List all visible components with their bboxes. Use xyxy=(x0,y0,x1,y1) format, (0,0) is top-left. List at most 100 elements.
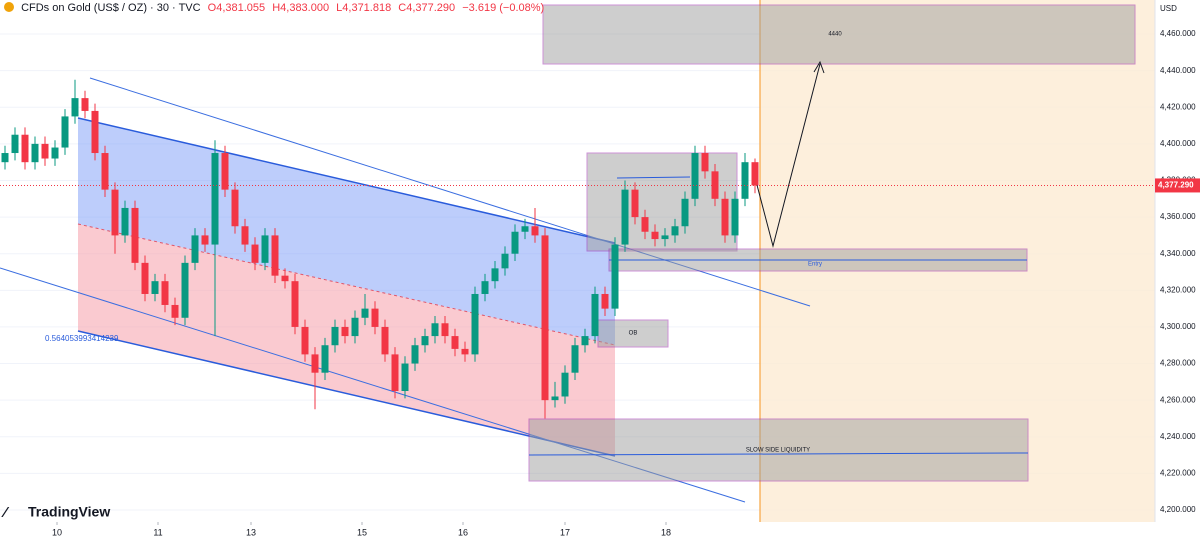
candle-body xyxy=(581,336,589,346)
candle-body xyxy=(641,217,649,232)
close-label: C4,377.290 xyxy=(398,2,456,14)
candle-body xyxy=(681,198,689,227)
y-tick-label: 4,400.000 xyxy=(1160,139,1196,148)
candle-body xyxy=(561,372,569,397)
candle-body xyxy=(571,345,579,373)
candle-body xyxy=(551,396,559,401)
candle-body xyxy=(311,354,319,373)
x-tick-label: 10 xyxy=(52,527,62,537)
candle-body xyxy=(381,326,389,355)
candle-body xyxy=(461,348,469,355)
candle-body xyxy=(61,116,69,148)
candle-body xyxy=(411,345,419,364)
candle-body xyxy=(91,110,99,154)
channel-bottom xyxy=(77,330,616,457)
candle-body xyxy=(191,235,199,263)
candle-body xyxy=(301,326,309,355)
candle-body xyxy=(241,226,249,245)
y-tick-label: 4,320.000 xyxy=(1160,285,1196,294)
candle-body xyxy=(81,98,89,111)
y-tick-label: 4,360.000 xyxy=(1160,212,1196,221)
open-label: O4,381.055 xyxy=(207,2,266,14)
x-tick-label: 18 xyxy=(661,527,671,537)
last-price-tag xyxy=(1155,178,1200,193)
candle-body xyxy=(291,281,299,327)
entry-label: Entry xyxy=(808,262,822,268)
candle-body xyxy=(121,207,129,236)
candle-body xyxy=(451,336,459,349)
y-tick-label: 4,420.000 xyxy=(1160,102,1196,111)
y-tick-label: 4,220.000 xyxy=(1160,468,1196,477)
ob-box xyxy=(597,319,669,348)
candle-body xyxy=(481,281,489,294)
y-tick-label: 4,300.000 xyxy=(1160,322,1196,331)
candle-body xyxy=(351,317,359,337)
projection-arrow xyxy=(756,63,821,248)
candle-body xyxy=(31,143,39,163)
watermark-text: TradingView xyxy=(28,504,110,520)
target-box xyxy=(542,4,1136,65)
candle-body xyxy=(491,268,499,282)
candle-body xyxy=(41,143,49,159)
candle-body xyxy=(751,162,759,186)
y-tick-label: 4,440.000 xyxy=(1160,66,1196,75)
candle-body xyxy=(651,231,659,240)
candle-body xyxy=(321,345,329,373)
candle-body xyxy=(281,275,289,282)
currency-label: USD xyxy=(1160,4,1177,13)
candle-body xyxy=(661,235,669,240)
candle-body xyxy=(111,189,119,236)
candle-body xyxy=(161,281,169,305)
candle-body xyxy=(611,244,619,309)
drawings xyxy=(0,4,1136,503)
last-price-label: 4,377.290 xyxy=(1158,181,1194,190)
candle-body xyxy=(101,153,109,190)
candle-body xyxy=(271,235,279,276)
candle-body xyxy=(701,153,709,172)
arrow-head xyxy=(813,60,825,74)
candle-body xyxy=(201,235,209,245)
y-tick-label: 4,340.000 xyxy=(1160,249,1196,258)
candle-body xyxy=(671,226,679,236)
y-tick-label: 4,280.000 xyxy=(1160,359,1196,368)
watermark: ⁄ xyxy=(1,504,10,521)
candle-body xyxy=(51,147,59,159)
candle-body xyxy=(531,226,539,236)
candle-body xyxy=(621,189,629,245)
candle-body xyxy=(71,98,79,117)
range-line xyxy=(616,176,691,179)
low-label: L4,371.818 xyxy=(336,2,392,14)
channel-lower xyxy=(78,224,615,456)
candle-body xyxy=(11,134,19,154)
time-axis xyxy=(0,522,1155,540)
x-tick-label: 15 xyxy=(357,527,367,537)
header: CFDs on Gold (US$ / OZ) · 30 · TVC O4,38… xyxy=(4,2,548,14)
candle-body xyxy=(1,153,9,163)
candle-body xyxy=(731,198,739,236)
candle-body xyxy=(601,293,609,309)
liquidity-box xyxy=(528,418,1029,482)
candle-body xyxy=(251,244,259,263)
candle-body xyxy=(471,293,479,355)
gold-icon xyxy=(4,2,14,12)
channel-mid xyxy=(77,223,616,346)
candle-body xyxy=(141,262,149,294)
candle-body xyxy=(501,253,509,269)
liquidity-label: SLOW SIDE LIQUIDITY xyxy=(746,448,810,454)
candle-body xyxy=(261,235,269,263)
candle-body xyxy=(131,207,139,263)
y-tick-label: 4,240.000 xyxy=(1160,432,1196,441)
y-tick-label: 4,260.000 xyxy=(1160,395,1196,404)
ratio-label: 0.564053993414239 xyxy=(45,334,119,343)
candle-body xyxy=(21,134,29,163)
price-axis xyxy=(1155,0,1200,540)
candle-body xyxy=(331,326,339,346)
candle-body xyxy=(171,304,179,318)
target-label: 4440 xyxy=(828,32,842,38)
high-label: H4,383.000 xyxy=(272,2,330,14)
candle-body xyxy=(721,198,729,236)
x-tick-label: 11 xyxy=(153,527,162,537)
candle-body xyxy=(521,226,529,232)
